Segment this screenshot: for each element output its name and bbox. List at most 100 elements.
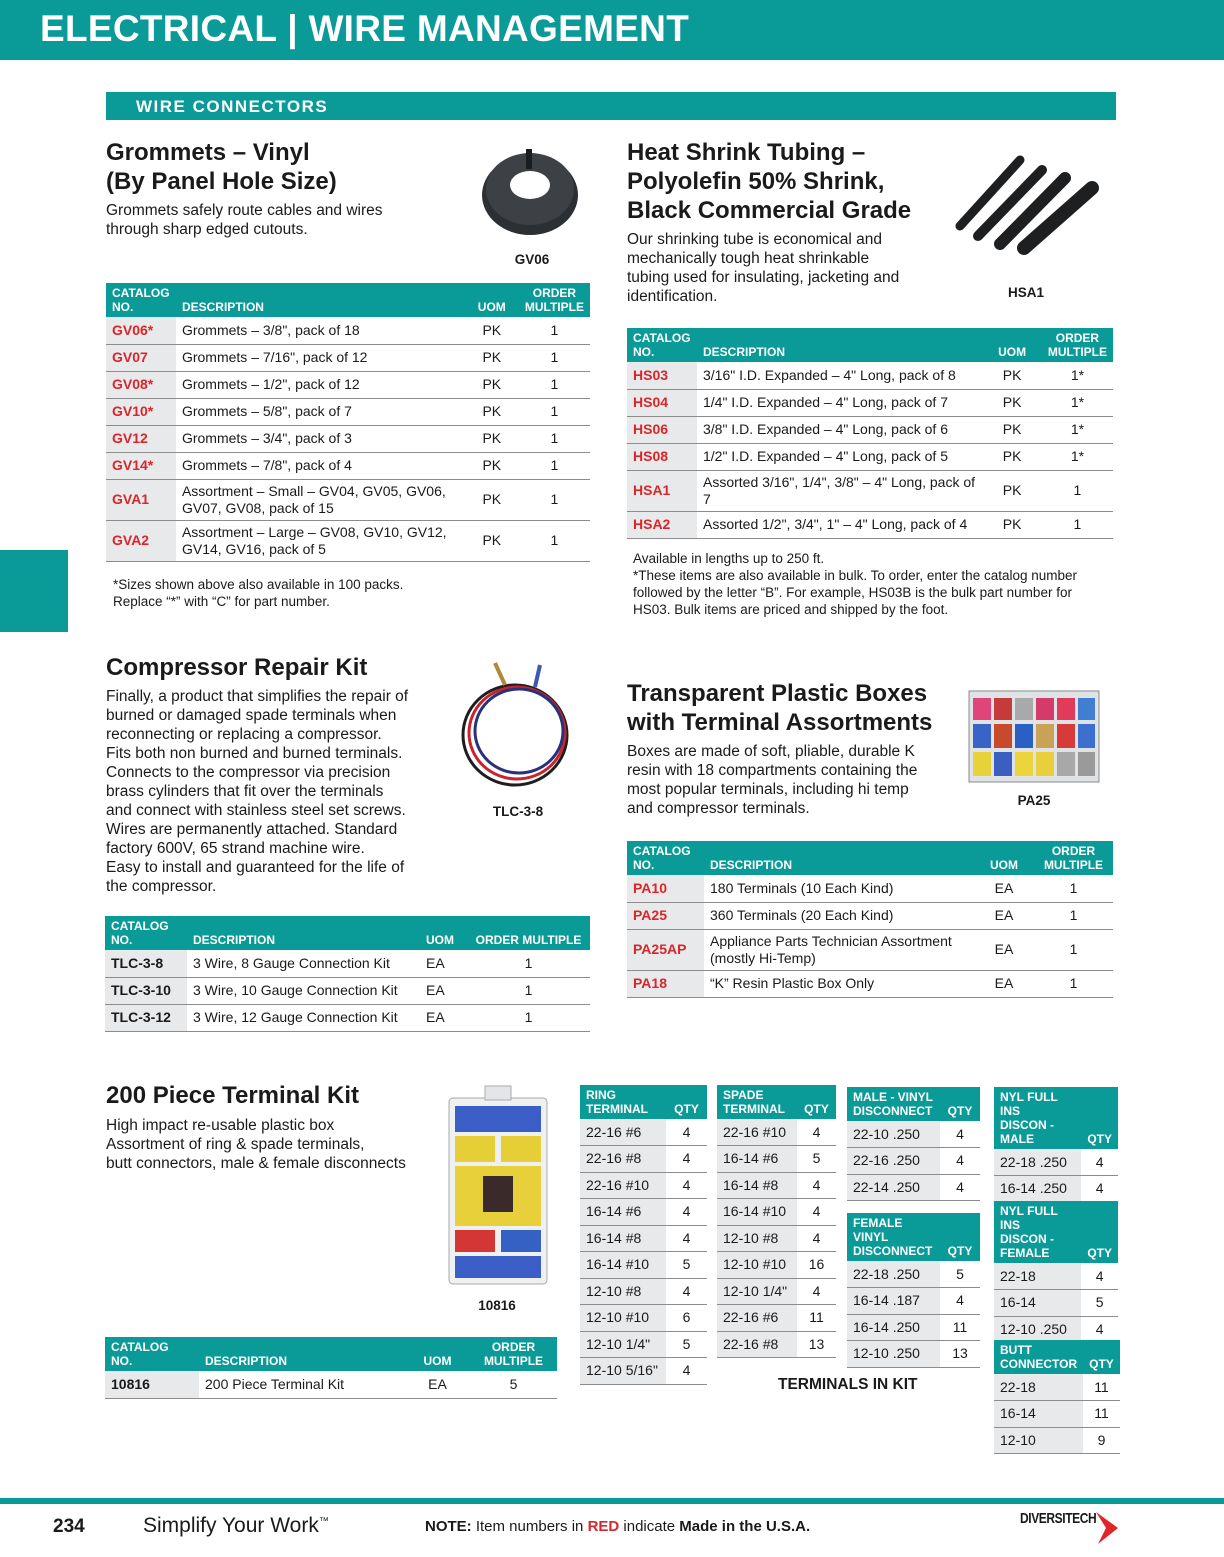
terminal-kit-description: High impact re-usable plastic box Assort… bbox=[106, 1117, 406, 1172]
table-cell: 4 bbox=[1081, 1316, 1118, 1343]
table-cell: 4 bbox=[666, 1145, 707, 1173]
catalog-cell: 22-16 #10 bbox=[580, 1172, 666, 1199]
column-header: FEMALE VINYL DISCONNECT bbox=[847, 1213, 940, 1261]
table-row: 22-16 .250 4 bbox=[847, 1147, 980, 1175]
compressor-title: Compressor Repair Kit bbox=[106, 654, 368, 681]
catalog-cell: GV07 bbox=[106, 344, 176, 372]
table-row: 16-14 .250 11 bbox=[847, 1314, 980, 1341]
table-cell: 1 bbox=[1034, 970, 1113, 998]
heat-shrink-image-caption: HSA1 bbox=[1007, 285, 1045, 300]
table-row: 22-16 #10 4 bbox=[580, 1172, 707, 1199]
table-cell: 1 bbox=[518, 317, 590, 345]
table-row: 22-16 #6 11 bbox=[717, 1304, 836, 1332]
catalog-cell: 22-16 .250 bbox=[847, 1147, 940, 1175]
table-cell: EA bbox=[974, 970, 1034, 998]
catalog-cell: HS06 bbox=[627, 416, 697, 444]
table-cell: 1 bbox=[518, 425, 590, 453]
nyl-male-disconnect-table: NYL FULL INS DISCON - MALE QTY 22-18 .250 4… bbox=[994, 1087, 1118, 1203]
table-cell: EA bbox=[974, 929, 1034, 971]
table-row: TLC-3-8 3 Wire, 8 Gauge Connection Kit EA 1 bbox=[105, 950, 590, 978]
table-cell: 1 bbox=[1034, 902, 1113, 930]
table-cell: 11 bbox=[1083, 1400, 1120, 1428]
table-row: 12-10 #10 6 bbox=[580, 1304, 707, 1332]
catalog-cell: TLC-3-12 bbox=[105, 1004, 187, 1032]
table-cell: 4 bbox=[666, 1278, 707, 1305]
header-row: CATALOG NO. DESCRIPTION UOM ORDER MULTIPLE bbox=[105, 1337, 557, 1371]
table-row: 16-14 #10 4 bbox=[717, 1198, 836, 1226]
table-row: 12-10 5/16" 4 bbox=[580, 1357, 707, 1385]
table-row: 12-10 9 bbox=[994, 1427, 1120, 1454]
heat-shrink-table: CATALOG NO. DESCRIPTION UOM ORDER MULTIPLE H… bbox=[627, 328, 1113, 539]
catalog-cell: 16-14 bbox=[994, 1400, 1084, 1428]
table-cell: 16 bbox=[797, 1251, 836, 1279]
catalog-cell: 16-14 #6 bbox=[580, 1198, 666, 1226]
column-header: RING TERMINAL bbox=[580, 1085, 666, 1119]
catalog-cell: GV08* bbox=[106, 371, 176, 399]
catalog-cell: TLC-3-8 bbox=[105, 950, 187, 978]
catalog-cell: 22-16 #6 bbox=[717, 1304, 797, 1332]
table-cell: PK bbox=[982, 511, 1042, 539]
catalog-cell: 22-16 #8 bbox=[717, 1331, 797, 1358]
catalog-cell: GVA2 bbox=[106, 520, 176, 562]
heat-shrink-title: Heat Shrink Tubing – Polyolefin 50% Shri… bbox=[627, 139, 912, 224]
table-cell: PK bbox=[464, 317, 519, 345]
table-row: 16-14 #6 5 bbox=[717, 1145, 836, 1173]
table-cell: Assortment – Large – GV08, GV10, GV12, G… bbox=[175, 520, 465, 562]
catalog-cell: 16-14 .250 bbox=[847, 1314, 940, 1341]
table-cell: 1 bbox=[518, 344, 590, 372]
catalog-cell: 22-14 .250 bbox=[847, 1174, 940, 1201]
header-row: NYL FULL INS DISCON - MALE QTY bbox=[994, 1087, 1118, 1149]
table-row: 22-18 .250 5 bbox=[847, 1261, 980, 1288]
table-row: GVA2 Assortment – Large – GV08, GV10, GV1… bbox=[106, 520, 590, 562]
catalog-cell: 12-10 .250 bbox=[994, 1316, 1082, 1343]
catalog-cell: 12-10 #10 bbox=[580, 1304, 666, 1332]
table-row: 12-10 .250 13 bbox=[847, 1340, 980, 1368]
plastic-boxes-table: CATALOG NO. DESCRIPTION UOM ORDER MULTIPLE P… bbox=[627, 841, 1113, 998]
column-header: DESCRIPTION bbox=[187, 916, 420, 950]
column-header: QTY bbox=[940, 1213, 980, 1261]
grommet-image bbox=[482, 149, 578, 235]
table-row: 12-10 1/4" 5 bbox=[580, 1331, 707, 1358]
note-made-usa: Made in the U.S.A. bbox=[679, 1518, 811, 1535]
male-vinyl-disconnect-table: MALE - VINYL DISCONNECT QTY 22-10 .250 4 22-… bbox=[847, 1087, 980, 1201]
column-header: QTY bbox=[1081, 1201, 1118, 1263]
column-header: QTY bbox=[1081, 1087, 1118, 1149]
table-cell: “K” Resin Plastic Box Only bbox=[704, 970, 974, 998]
terminal-kit-image-caption: 10816 bbox=[478, 1298, 516, 1313]
catalog-cell: TLC-3-10 bbox=[105, 977, 187, 1005]
footer-note: NOTE: Item numbers in RED indicate Made … bbox=[425, 1518, 810, 1535]
table-row: 16-14 5 bbox=[994, 1289, 1118, 1317]
header-row: CATALOG NO. DESCRIPTION UOM ORDER MULTIPLE bbox=[106, 283, 590, 317]
table-cell: 5 bbox=[470, 1371, 557, 1399]
table-cell: 5 bbox=[1081, 1289, 1118, 1317]
catalog-cell: PA25 bbox=[627, 902, 704, 930]
table-cell: Assortment – Small – GV04, GV05, GV06, G… bbox=[175, 479, 465, 521]
column-header: ORDER MULTIPLE bbox=[1041, 328, 1113, 362]
table-row: GV08* Grommets – 1/2", pack of 12 PK 1 bbox=[106, 371, 590, 399]
table-row: HS08 1/2" I.D. Expanded – 4" Long, pack o… bbox=[627, 443, 1113, 471]
table-row: 16-14 #6 4 bbox=[580, 1198, 707, 1226]
catalog-cell: HS08 bbox=[627, 443, 697, 471]
table-cell: 4 bbox=[666, 1172, 707, 1199]
table-cell: Grommets – 7/16", pack of 12 bbox=[175, 344, 465, 372]
table-cell: Assorted 3/16", 1/4", 3/8" – 4" Long, pa… bbox=[696, 470, 983, 512]
table-cell: 4 bbox=[797, 1278, 836, 1305]
table-row: GV07 Grommets – 7/16", pack of 12 PK 1 bbox=[106, 344, 590, 372]
table-cell: 3/16" I.D. Expanded – 4" Long, pack of 8 bbox=[696, 362, 983, 390]
table-row: 10816 200 Piece Terminal Kit EA 5 bbox=[105, 1371, 557, 1399]
catalog-cell: 12-10 5/16" bbox=[580, 1357, 666, 1385]
table-row: 16-14 #10 5 bbox=[580, 1251, 707, 1279]
catalog-cell: GV12 bbox=[106, 425, 176, 453]
column-header: UOM bbox=[974, 841, 1034, 875]
table-row: GV06* Grommets – 3/8", pack of 18 PK 1 bbox=[106, 317, 590, 345]
catalog-cell: 12-10 #8 bbox=[717, 1225, 797, 1252]
table-cell: EA bbox=[405, 1371, 470, 1399]
table-row: GVA1 Assortment – Small – GV04, GV05, GV0… bbox=[106, 479, 590, 521]
table-cell: 1* bbox=[1041, 389, 1113, 417]
header-row: NYL FULL INS DISCON - FEMALE QTY bbox=[994, 1201, 1118, 1263]
table-cell: 9 bbox=[1083, 1427, 1120, 1454]
grommets-title: Grommets – Vinyl (By Panel Hole Size) bbox=[106, 139, 337, 195]
table-cell: 200 Piece Terminal Kit bbox=[199, 1371, 405, 1399]
column-header: CATALOG NO. bbox=[627, 328, 697, 362]
table-row: 16-14 .250 4 bbox=[994, 1175, 1118, 1203]
